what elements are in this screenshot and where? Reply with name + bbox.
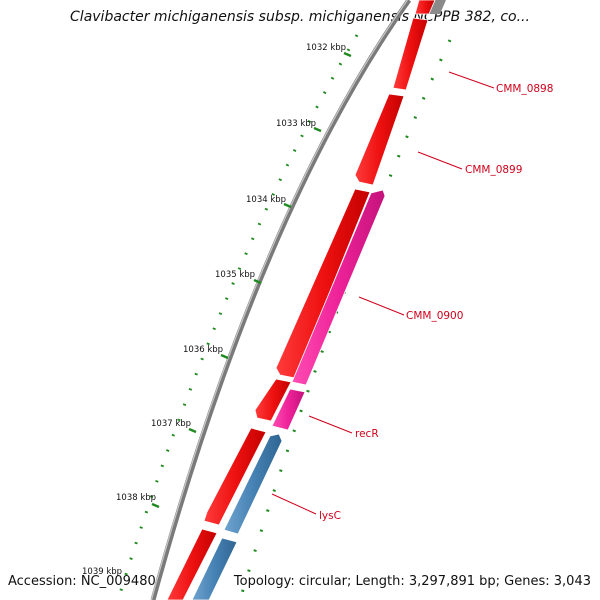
kbp-label-1033: 1033 kbp <box>276 119 316 129</box>
gene-cmm0899 <box>354 93 405 186</box>
gene-red-bottom <box>166 528 218 600</box>
gene-red-mid <box>254 378 292 422</box>
scale-labels: 1032 kbp 1033 kbp 1034 kbp 1035 kbp 1036… <box>82 43 346 577</box>
red-genes[interactable] <box>166 0 436 600</box>
genome-backbone-highlight <box>150 0 408 600</box>
kbp-label-1035: 1035 kbp <box>215 270 255 280</box>
kbp-label-1039: 1039 kbp <box>82 567 122 577</box>
gene-label-cmm0898: CMM_0898 <box>496 83 553 95</box>
gene-red-long <box>275 188 371 379</box>
major-ticks <box>151 51 352 509</box>
gene-lysc <box>223 433 283 535</box>
gene-cmm0898 <box>392 17 429 91</box>
kbp-label-1032: 1032 kbp <box>306 43 346 53</box>
gene-label-cmm0899: CMM_0899 <box>465 164 522 176</box>
kbp-label-1037: 1037 kbp <box>151 419 191 429</box>
gene-blue-bottom <box>191 537 238 600</box>
gene-red-top <box>414 0 436 15</box>
gene-label-recr: recR <box>355 428 379 440</box>
colored-genes[interactable] <box>191 189 386 600</box>
genome-summary: Topology: circular; Length: 3,297,891 bp… <box>233 574 591 589</box>
gene-label-lysc: lysC <box>319 510 341 522</box>
gene-recr <box>271 388 306 431</box>
gene-red-lower <box>203 427 267 526</box>
kbp-label-1034: 1034 kbp <box>246 195 286 205</box>
gene-label-cmm0900: CMM_0900 <box>406 310 463 322</box>
accession-text: Accession: NC_009480 <box>8 574 156 589</box>
kbp-label-1036: 1036 kbp <box>183 345 223 355</box>
kbp-label-1038: 1038 kbp <box>116 493 156 503</box>
gene-cmm0900 <box>291 189 386 386</box>
gene-labels[interactable]: CMM_0898 CMM_0899 CMM_0900 recR lysC <box>319 83 553 522</box>
genome-backbone <box>150 0 412 600</box>
label-leaders <box>271 71 495 515</box>
